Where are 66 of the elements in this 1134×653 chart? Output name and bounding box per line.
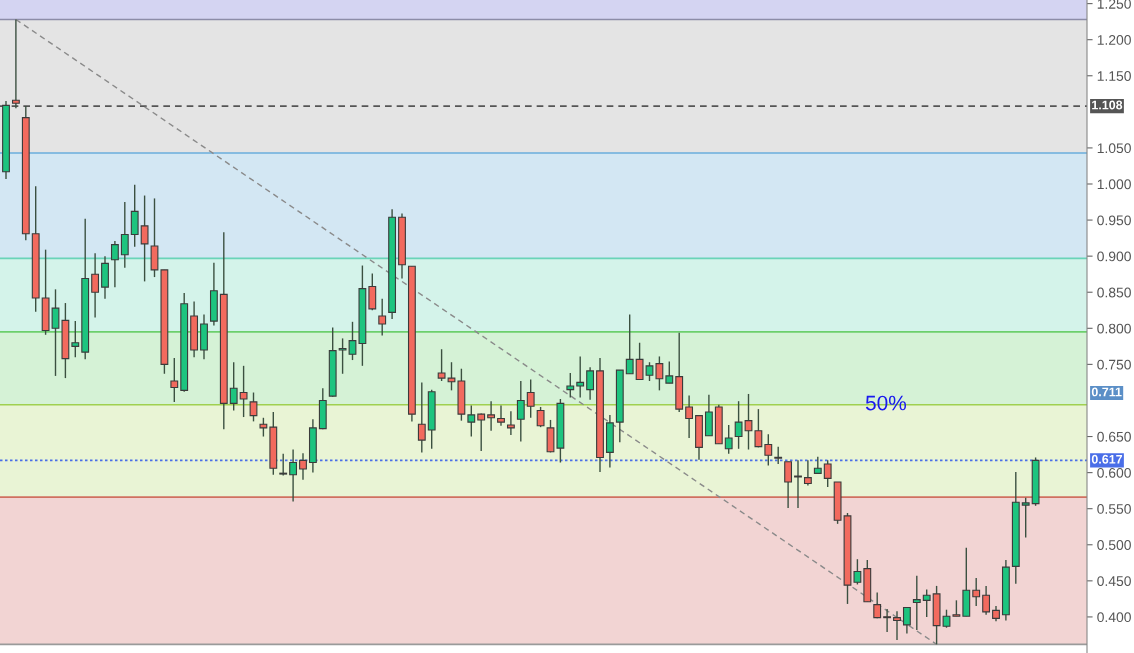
candlestick	[566, 372, 575, 399]
candlestick	[823, 459, 832, 488]
candlestick	[526, 378, 535, 419]
y-tick-label: 0.550	[1097, 504, 1131, 514]
y-tick-label: 0.800	[1097, 323, 1131, 334]
candlestick	[11, 18, 20, 109]
candlestick	[665, 360, 674, 384]
candlestick	[229, 361, 238, 412]
candlestick	[873, 591, 882, 620]
ref-line-label: 0.617	[1091, 454, 1123, 464]
candlestick	[378, 298, 387, 337]
candlestick	[764, 433, 773, 467]
y-tick-label: 0.950	[1097, 215, 1131, 226]
candlestick	[497, 404, 505, 427]
candlestick	[922, 588, 931, 618]
candlestick	[467, 404, 476, 438]
candlestick	[982, 585, 991, 616]
y-tick-label: 0.650	[1097, 431, 1131, 442]
candlestick	[784, 461, 793, 509]
candlestick	[506, 410, 515, 436]
candlestick	[239, 365, 248, 418]
candlestick	[576, 355, 585, 399]
candlestick	[130, 184, 139, 248]
candlestick	[170, 357, 179, 403]
candlestick	[972, 577, 981, 607]
candlestick	[110, 240, 119, 288]
y-tick-label: 0.450	[1097, 576, 1131, 587]
candlestick	[912, 575, 921, 631]
candlestick	[487, 400, 496, 432]
candlestick	[724, 424, 733, 455]
candlestick	[120, 201, 129, 269]
candlestick	[625, 313, 634, 375]
y-tick-label: 1.000	[1097, 179, 1131, 190]
candlestick	[101, 255, 109, 300]
candlestick	[289, 448, 298, 503]
ref-line-label: 1.108	[1092, 100, 1123, 110]
candlestick	[477, 412, 486, 452]
y-tick-label: 1.150	[1097, 71, 1131, 81]
candlestick	[516, 380, 525, 443]
y-tick-label: 0.750	[1097, 359, 1131, 370]
candlestick	[368, 272, 377, 311]
candlestick	[893, 610, 901, 641]
candlestick	[586, 366, 595, 401]
candlestick	[685, 394, 694, 439]
candlestick	[794, 459, 802, 509]
y-tick-label: 0.850	[1097, 287, 1131, 298]
y-tick-label: 0.600	[1097, 467, 1131, 478]
candlestick	[140, 194, 149, 283]
candlestick	[71, 320, 80, 358]
y-tick-label: 1.200	[1097, 35, 1131, 45]
candlestick	[249, 391, 258, 423]
text: 0.711	[1091, 387, 1122, 397]
candlestick	[883, 608, 892, 633]
y-tick-label: 1.050	[1097, 143, 1131, 154]
candlestick	[536, 406, 545, 428]
candlestick	[704, 393, 713, 437]
candlestick	[1021, 497, 1030, 539]
y-tick-label: 0.400	[1097, 612, 1131, 623]
candlestick	[417, 381, 426, 454]
candlestick	[299, 452, 307, 481]
candlestick	[259, 417, 268, 438]
candlestick	[91, 252, 100, 319]
candlestick	[803, 459, 812, 487]
y-tick-label: 0.900	[1097, 251, 1131, 262]
y-tick-label: 0.500	[1097, 540, 1131, 550]
candlestick	[902, 606, 911, 635]
